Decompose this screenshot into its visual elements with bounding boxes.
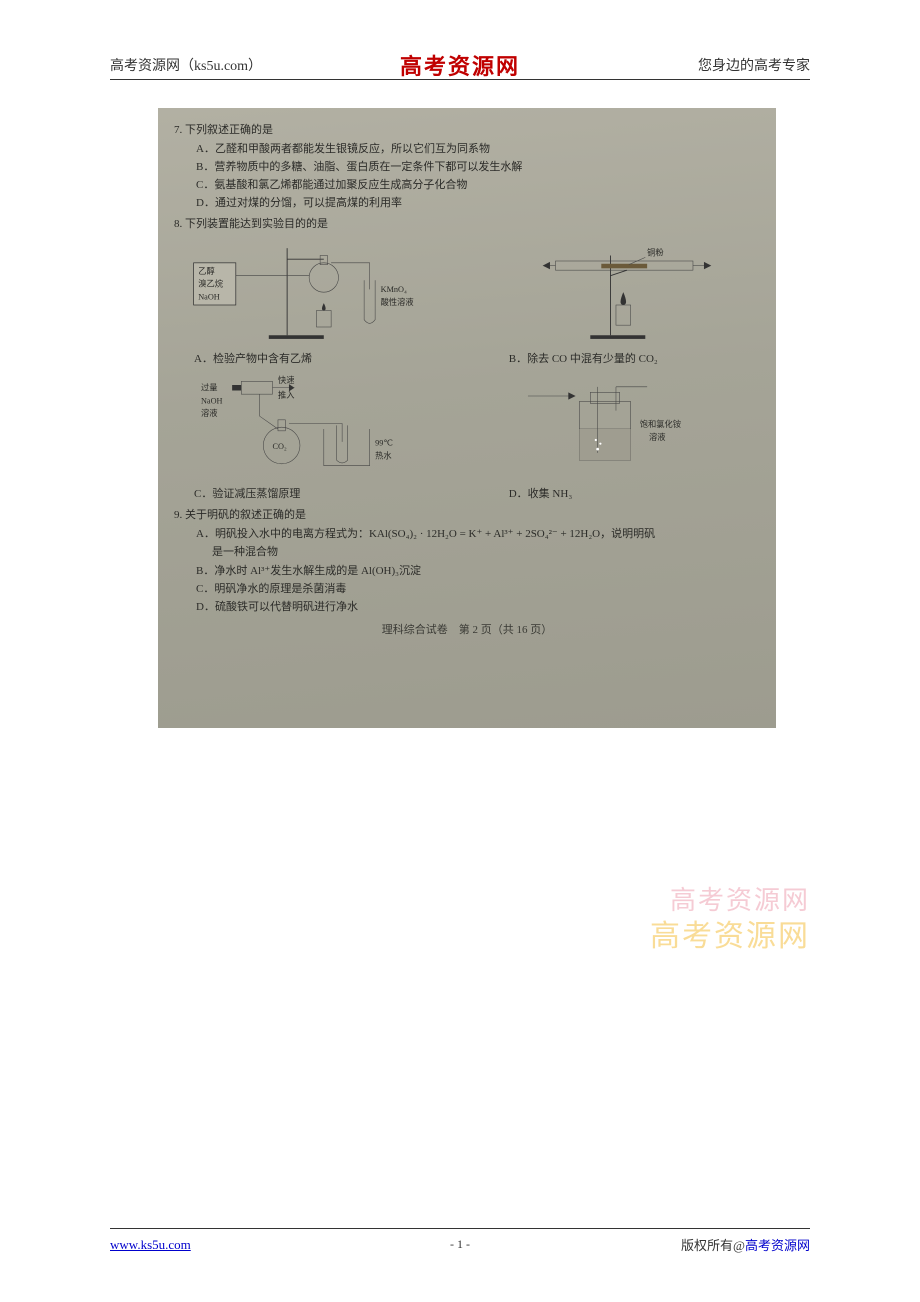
footer-prefix: 版权所有@ bbox=[681, 1238, 745, 1253]
q8-caption-d: D．收集 NH₃ bbox=[479, 486, 760, 503]
page-header: 高考资源网（ks5u.com） 高考资源网 您身边的高考专家 bbox=[110, 55, 810, 80]
label: 饱和氯化铵 bbox=[640, 419, 681, 429]
label: KMnO₄ bbox=[381, 285, 407, 294]
footer-url[interactable]: www.ks5u.com bbox=[110, 1237, 191, 1253]
apparatus-d-icon: 饱和氯化铵 溶液 bbox=[479, 374, 760, 484]
header-right: 您身边的高考专家 bbox=[698, 55, 810, 75]
q9-stem: 9. 关于明矾的叙述正确的是 bbox=[174, 507, 760, 524]
label: 推入 bbox=[278, 390, 295, 400]
q9-opt-c: C．明矾净水的原理是杀菌消毒 bbox=[174, 581, 760, 598]
q8-caption-a: A．检验产物中含有乙烯 bbox=[174, 351, 455, 368]
label: 99℃ bbox=[375, 439, 393, 448]
q8-row-2: 快速 推入 过量 NaOH 溶液 CO₂ bbox=[174, 374, 760, 503]
label: CO₂ bbox=[272, 442, 286, 451]
q8-row-1: 乙醇 溴乙烷 NaOH KMnO₄ 酸性溶液 A．检验产物中含有乙烯 bbox=[174, 239, 760, 368]
q7-opt-c: C．氨基酸和氯乙烯都能通过加聚反应生成高分子化合物 bbox=[174, 177, 760, 194]
exam-page-footer: 理科综合试卷 第 2 页（共 16 页） bbox=[174, 622, 760, 639]
footer-brand: 高考资源网 bbox=[745, 1238, 810, 1253]
question-7: 7. 下列叙述正确的是 A．乙醛和甲酸两者都能发生银镜反应，所以它们互为同系物 … bbox=[174, 122, 760, 212]
label: 溶液 bbox=[201, 408, 218, 418]
label: 铜粉 bbox=[647, 248, 664, 258]
q7-opt-b: B．营养物质中的多糖、油脂、蛋白质在一定条件下都可以发生水解 bbox=[174, 159, 760, 176]
q8-caption-b: B．除去 CO 中混有少量的 CO₂ bbox=[479, 351, 760, 368]
label: NaOH bbox=[198, 293, 220, 302]
q7-stem: 7. 下列叙述正确的是 bbox=[174, 122, 760, 139]
q9-opt-d: D．硫酸铁可以代替明矾进行净水 bbox=[174, 599, 760, 616]
q9-opt-a: A．明矾投入水中的电离方程式为：KAl(SO₄)₂ · 12H₂O = K⁺ +… bbox=[174, 526, 760, 543]
label: 溶液 bbox=[649, 432, 666, 442]
apparatus-a-icon: 乙醇 溴乙烷 NaOH KMnO₄ 酸性溶液 bbox=[174, 239, 455, 349]
watermark-line-2: 高考资源网 bbox=[650, 911, 810, 955]
q8-diagram-a: 乙醇 溴乙烷 NaOH KMnO₄ 酸性溶液 A．检验产物中含有乙烯 bbox=[174, 239, 455, 368]
q8-diagram-b: 铜粉 B．除去 CO 中混有少量的 CO₂ bbox=[479, 239, 760, 368]
q9-opt-a2: 是一种混合物 bbox=[174, 544, 760, 561]
label: NaOH bbox=[201, 397, 223, 406]
q8-diagram-d: 饱和氯化铵 溶液 D．收集 NH₃ bbox=[479, 374, 760, 503]
label: 溴乙烷 bbox=[198, 279, 223, 289]
footer-page-number: - 1 - bbox=[450, 1237, 470, 1252]
exam-scan: 7. 下列叙述正确的是 A．乙醛和甲酸两者都能发生银镜反应，所以它们互为同系物 … bbox=[158, 108, 776, 728]
apparatus-c-icon: 快速 推入 过量 NaOH 溶液 CO₂ bbox=[174, 374, 455, 484]
q8-caption-c: C．验证减压蒸馏原理 bbox=[174, 486, 455, 503]
q7-opt-d: D．通过对煤的分馏，可以提高煤的利用率 bbox=[174, 195, 760, 212]
header-center: 高考资源网 bbox=[400, 49, 520, 81]
label: 快速 bbox=[278, 375, 295, 385]
page-footer: www.ks5u.com - 1 - 版权所有@高考资源网 bbox=[110, 1228, 810, 1254]
watermark: 高考资源网 高考资源网 bbox=[650, 880, 810, 955]
label: 酸性溶液 bbox=[381, 297, 414, 307]
q9-opt-b: B．净水时 Al³⁺发生水解生成的是 Al(OH)₃沉淀 bbox=[174, 563, 760, 580]
label: 过量 bbox=[201, 383, 218, 393]
q8-diagram-c: 快速 推入 过量 NaOH 溶液 CO₂ bbox=[174, 374, 455, 503]
label: 乙醇 bbox=[198, 266, 215, 276]
q7-opt-a: A．乙醛和甲酸两者都能发生银镜反应，所以它们互为同系物 bbox=[174, 141, 760, 158]
q8-stem: 8. 下列装置能达到实验目的的是 bbox=[174, 216, 760, 233]
footer-copyright: 版权所有@高考资源网 bbox=[681, 1235, 810, 1254]
apparatus-b-icon: 铜粉 bbox=[479, 239, 760, 349]
header-left: 高考资源网（ks5u.com） bbox=[110, 55, 262, 75]
question-8: 8. 下列装置能达到实验目的的是 bbox=[174, 216, 760, 503]
label: 热水 bbox=[375, 451, 392, 461]
question-9: 9. 关于明矾的叙述正确的是 A．明矾投入水中的电离方程式为：KAl(SO₄)₂… bbox=[174, 507, 760, 615]
